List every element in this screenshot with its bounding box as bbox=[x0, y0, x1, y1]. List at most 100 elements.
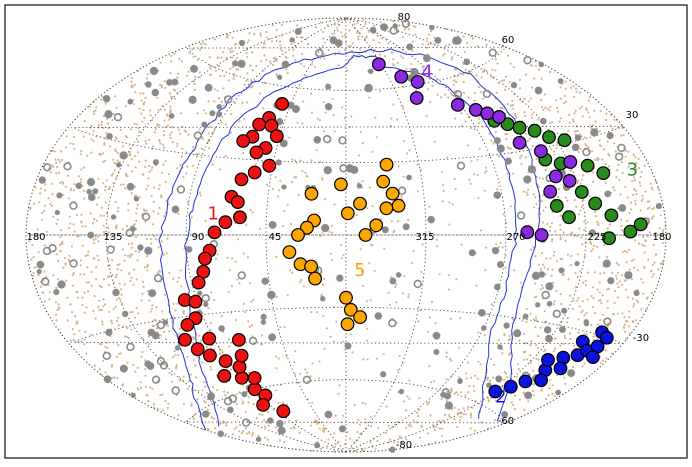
background-point bbox=[662, 230, 665, 233]
gray-point bbox=[558, 326, 566, 334]
background-point bbox=[585, 333, 589, 336]
background-point bbox=[163, 108, 167, 111]
gray-point bbox=[468, 249, 476, 257]
background-point bbox=[485, 169, 488, 173]
background-point bbox=[67, 197, 70, 200]
background-point bbox=[55, 301, 58, 304]
background-point bbox=[157, 269, 160, 272]
background-point bbox=[263, 54, 266, 57]
background-point bbox=[513, 269, 516, 272]
background-point bbox=[92, 238, 95, 241]
background-point bbox=[136, 123, 139, 126]
background-point bbox=[100, 98, 103, 101]
background-point bbox=[124, 105, 127, 108]
background-point bbox=[55, 161, 58, 164]
background-point bbox=[126, 327, 129, 330]
background-point bbox=[562, 274, 565, 277]
background-point bbox=[293, 361, 296, 364]
background-point bbox=[635, 162, 638, 165]
background-point bbox=[507, 339, 510, 342]
gray-point bbox=[588, 229, 597, 237]
background-point bbox=[611, 313, 615, 316]
background-point bbox=[627, 248, 631, 251]
background-point bbox=[539, 326, 542, 329]
background-point bbox=[245, 79, 248, 82]
background-point bbox=[371, 150, 374, 153]
background-point bbox=[267, 300, 270, 303]
series-5-point bbox=[391, 198, 406, 213]
background-point bbox=[418, 408, 421, 411]
background-point bbox=[135, 278, 138, 281]
background-point bbox=[511, 107, 515, 110]
background-point bbox=[584, 279, 588, 282]
gray-point bbox=[493, 191, 501, 199]
background-point bbox=[405, 438, 408, 441]
background-point bbox=[233, 101, 237, 105]
background-point bbox=[448, 223, 451, 226]
background-point bbox=[283, 440, 286, 444]
background-point bbox=[333, 203, 336, 206]
background-point bbox=[144, 140, 147, 143]
background-point bbox=[564, 337, 567, 340]
background-point bbox=[383, 55, 386, 58]
background-point bbox=[229, 112, 232, 116]
background-point bbox=[486, 312, 489, 316]
background-point bbox=[42, 210, 46, 213]
background-point bbox=[401, 105, 405, 108]
background-point bbox=[217, 65, 220, 68]
background-point bbox=[145, 238, 148, 241]
background-point bbox=[633, 188, 636, 191]
background-point bbox=[300, 279, 303, 282]
background-point bbox=[585, 108, 588, 111]
background-point bbox=[99, 214, 102, 217]
gray-point bbox=[510, 81, 518, 89]
background-point bbox=[659, 262, 663, 265]
background-point bbox=[477, 85, 481, 89]
background-point bbox=[405, 409, 408, 412]
gray-point bbox=[496, 261, 504, 268]
background-point bbox=[486, 378, 489, 381]
background-point bbox=[367, 29, 370, 32]
background-point bbox=[445, 378, 448, 381]
background-point bbox=[144, 165, 147, 168]
background-point bbox=[122, 183, 125, 186]
gray-ring-point bbox=[156, 321, 166, 330]
background-point bbox=[122, 325, 125, 328]
background-point bbox=[266, 183, 269, 186]
background-point bbox=[94, 235, 97, 238]
background-point bbox=[479, 363, 482, 366]
background-point bbox=[427, 42, 430, 46]
background-point bbox=[443, 413, 446, 416]
background-point bbox=[502, 79, 506, 82]
background-point bbox=[570, 254, 573, 258]
background-point bbox=[113, 376, 116, 379]
gray-point bbox=[527, 165, 536, 174]
background-point bbox=[39, 192, 42, 195]
background-point bbox=[134, 166, 137, 169]
series-2-point bbox=[518, 374, 533, 389]
background-point bbox=[117, 206, 120, 209]
background-point bbox=[225, 123, 228, 126]
background-point bbox=[170, 131, 173, 134]
background-point bbox=[294, 59, 297, 62]
background-point bbox=[135, 207, 138, 210]
background-point bbox=[178, 376, 181, 379]
background-point bbox=[225, 56, 228, 60]
background-point bbox=[453, 79, 456, 82]
background-point bbox=[78, 175, 81, 178]
gray-point bbox=[144, 246, 153, 255]
background-point bbox=[354, 449, 357, 453]
background-point bbox=[279, 326, 282, 329]
latitude-gridline bbox=[71, 126, 624, 164]
background-point bbox=[151, 223, 155, 226]
background-point bbox=[577, 318, 580, 321]
background-point bbox=[49, 203, 52, 206]
background-point bbox=[147, 399, 150, 403]
gray-point bbox=[344, 342, 352, 350]
gray-point bbox=[427, 215, 435, 224]
background-point bbox=[127, 242, 130, 246]
background-point bbox=[578, 305, 582, 308]
background-point bbox=[214, 69, 217, 72]
background-point bbox=[163, 146, 166, 149]
background-point bbox=[154, 128, 157, 131]
